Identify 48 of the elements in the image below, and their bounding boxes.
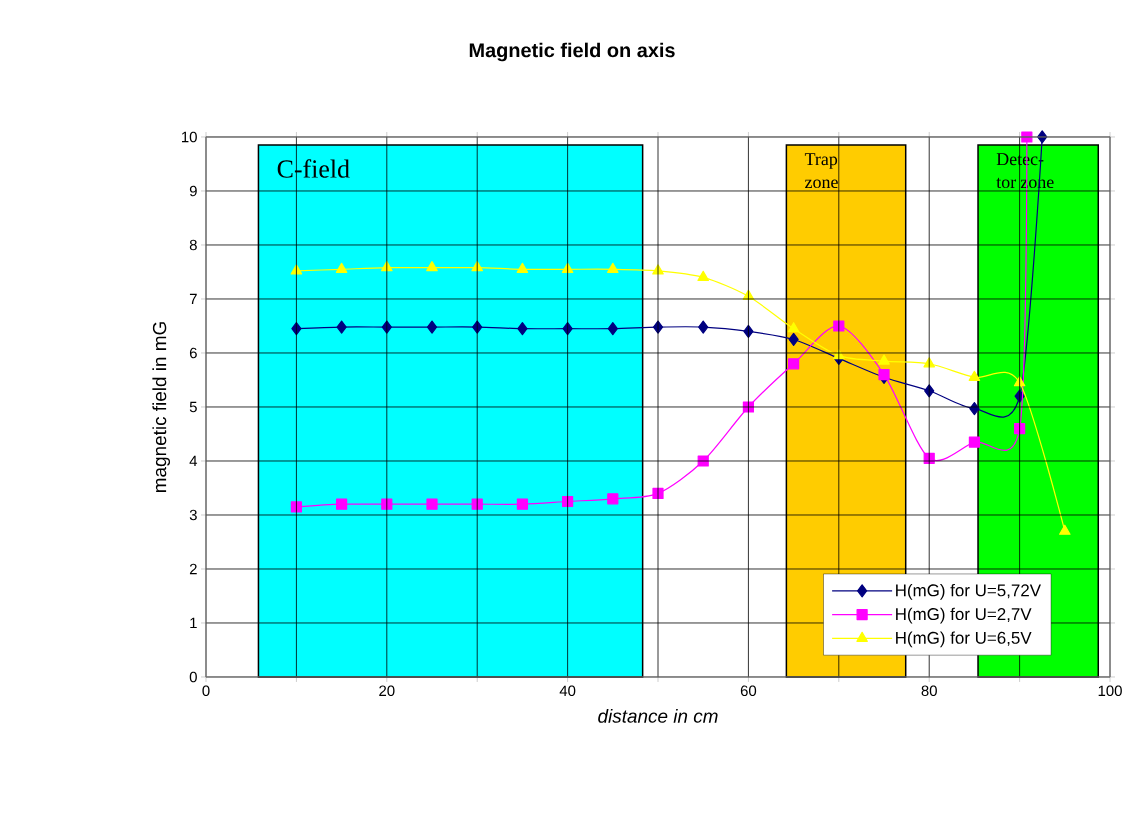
point — [517, 322, 528, 336]
y-tick-label: 2 — [189, 563, 197, 575]
x-tick-label: 100 — [1098, 685, 1122, 697]
x-axis-title: distance in cm — [598, 708, 718, 723]
y-tick-label: 8 — [189, 239, 197, 251]
point — [697, 270, 710, 281]
point — [516, 262, 529, 273]
chart-title: Magnetic field on axis — [469, 42, 675, 62]
point — [516, 498, 529, 510]
point — [698, 320, 709, 334]
point — [788, 332, 799, 347]
legend-label: H(mG) for U=6,5V — [896, 631, 1032, 648]
point — [290, 264, 303, 275]
point — [336, 320, 347, 334]
point — [833, 320, 845, 332]
y-tick-label: 0 — [189, 671, 197, 683]
band-label: Trap zone — [804, 153, 838, 189]
point — [607, 493, 619, 505]
point — [607, 322, 618, 336]
y-tick-label: 9 — [189, 185, 197, 197]
point — [336, 498, 348, 510]
y-tick-label: 3 — [189, 509, 197, 521]
point — [878, 354, 890, 365]
legend-label: H(mG) for U=2,7V — [896, 607, 1032, 624]
legend-label: H(mG) for U=5,72V — [896, 583, 1041, 600]
x-tick-label: 20 — [379, 685, 395, 697]
x-tick-label: 80 — [921, 685, 937, 697]
point — [1059, 524, 1071, 535]
y-tick-label: 4 — [189, 455, 198, 467]
point — [335, 262, 348, 273]
point — [788, 358, 800, 370]
x-tick-label: 40 — [559, 685, 576, 697]
point — [426, 320, 438, 334]
point — [968, 436, 981, 448]
y-axis-title: magnetic field in mG — [152, 322, 171, 492]
y-tick-label: 7 — [189, 293, 197, 305]
point — [426, 261, 438, 272]
point — [607, 262, 619, 273]
y-tick-label: 5 — [189, 401, 197, 413]
y-tick-label: 10 — [182, 131, 197, 143]
point — [968, 370, 981, 381]
point — [787, 322, 800, 333]
x-tick-label: 60 — [740, 685, 757, 697]
point — [290, 501, 303, 513]
x-tick-label: 0 — [202, 685, 210, 697]
y-tick-label: 6 — [189, 347, 197, 359]
point — [426, 498, 438, 510]
y-tick-label: 1 — [190, 617, 197, 629]
